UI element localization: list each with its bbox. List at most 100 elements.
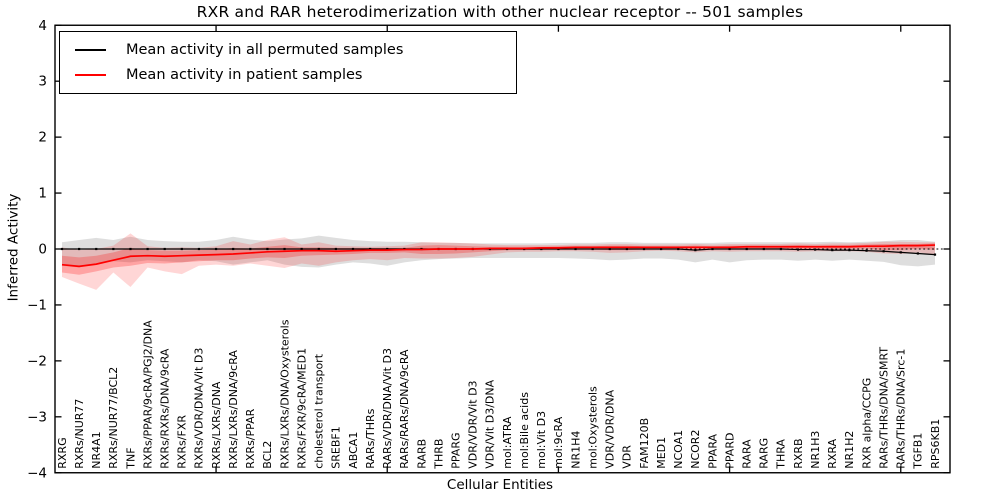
data-point-marker	[865, 249, 868, 252]
x-category-label: mol:ATRA	[501, 416, 514, 469]
legend-item-patient: Mean activity in patient samples	[60, 67, 516, 83]
x-category-label: mol:9cRA	[552, 416, 565, 468]
data-point-marker	[232, 247, 235, 251]
data-point-marker	[163, 247, 166, 251]
data-point-marker	[831, 249, 834, 252]
data-point-marker	[779, 247, 783, 251]
x-category-label: NR1H3	[809, 431, 822, 469]
x-category-label: mol:Bile acids	[518, 392, 531, 469]
x-category-label: RARs/THRs/DNA/SMRT	[877, 347, 890, 469]
x-category-label: RXRA	[826, 438, 839, 468]
x-category-label: PPARG	[450, 432, 463, 468]
y-tick-label: 3	[38, 74, 47, 90]
x-category-label: RXR alpha/CCPG	[860, 378, 873, 469]
data-point-marker	[180, 247, 183, 251]
data-point-marker	[249, 247, 252, 251]
x-category-label: TNF	[124, 447, 137, 469]
x-category-label: TGFB1	[912, 433, 925, 470]
patient-mean-line	[61, 244, 936, 268]
x-category-label: mol:Oxysterols	[586, 386, 599, 469]
data-point-marker	[916, 252, 919, 255]
x-category-label: PPARA	[706, 433, 719, 468]
data-point-marker	[642, 247, 646, 251]
data-point-marker	[214, 247, 218, 251]
y-tick-label: −4	[27, 465, 47, 481]
data-point-marker	[796, 248, 800, 251]
data-point-marker	[540, 247, 543, 251]
data-point-marker	[266, 247, 269, 251]
x-category-label: cholesterol transport	[313, 353, 326, 468]
chart-title: RXR and RAR heterodimerization with othe…	[196, 3, 804, 21]
x-category-label: RARA	[741, 439, 754, 469]
legend-line-swatch-black	[75, 48, 106, 51]
data-point-marker	[677, 247, 680, 251]
x-category-label: RXRs/NUR77	[73, 399, 86, 469]
x-category-label: RXRs/LXRs/DNA/Oxysterols	[278, 319, 291, 468]
data-point-marker	[317, 247, 320, 251]
data-point-marker	[78, 247, 81, 251]
x-category-label: RXRG	[56, 437, 69, 468]
x-category-label: RPS6KB1	[929, 419, 942, 469]
x-category-label: RARB	[415, 439, 428, 469]
data-point-marker	[386, 247, 389, 251]
data-point-marker	[574, 247, 577, 251]
x-category-label: VDR	[621, 445, 634, 469]
x-category-label: RXRs/LXRs/DNA	[210, 381, 223, 469]
data-point-marker	[745, 247, 748, 251]
x-category-label: RARs/RARs/DNA/9cRA	[398, 349, 411, 469]
x-category-label: NCOR2	[689, 430, 702, 469]
y-tick-label: −1	[27, 297, 47, 313]
data-point-marker	[300, 247, 303, 251]
x-category-label: THRB	[432, 439, 445, 470]
x-category-label: NR1H2	[843, 431, 856, 469]
data-point-marker	[146, 247, 149, 251]
x-category-label: VDR/VDR/DNA	[604, 389, 617, 468]
y-tick-label: 1	[38, 186, 47, 202]
x-category-label: NR1H4	[569, 431, 582, 469]
x-category-label: VDR/VDR/Vit D3	[467, 380, 480, 468]
legend: Mean activity in all permuted samples Me…	[59, 31, 517, 94]
data-point-marker	[625, 247, 628, 251]
data-point-marker	[557, 247, 560, 251]
x-category-label: RXRs/RXRs/DNA/9cRA	[159, 348, 172, 469]
permuted-range-band	[62, 235, 935, 268]
legend-label: Mean activity in all permuted samples	[126, 41, 404, 58]
data-point-marker	[369, 247, 372, 251]
data-point-marker	[129, 247, 132, 251]
data-point-marker	[608, 247, 611, 251]
data-point-marker	[933, 253, 937, 256]
y-tick-label: −3	[27, 409, 47, 425]
data-point-marker	[660, 247, 663, 251]
x-category-label: RXRs/PPAR/9cRA/PGJ2/DNA	[141, 320, 154, 469]
x-category-label: PPARD	[723, 433, 736, 469]
y-tick-label: 4	[38, 18, 47, 34]
data-point-marker	[728, 247, 731, 251]
x-category-label: SREBF1	[330, 426, 343, 468]
y-tick-label: −2	[27, 353, 47, 369]
x-category-label: ABCA1	[347, 432, 360, 469]
data-point-marker	[283, 247, 286, 251]
data-point-marker	[899, 251, 902, 254]
y-tick-label: 2	[38, 130, 47, 146]
x-category-label: RXRs/NUR77/BCL2	[107, 367, 120, 469]
data-point-marker	[814, 248, 817, 251]
x-category-label: RXRs/LXRs/DNA/9cRA	[227, 350, 240, 469]
x-category-label: RXRs/VDR/DNA/Vit D3	[193, 348, 206, 469]
x-category-label: VDR/Vit D3/DNA	[484, 379, 497, 468]
data-point-marker	[197, 247, 201, 251]
x-axis-label: Cellular Entities	[446, 477, 554, 493]
data-point-marker	[60, 247, 64, 251]
data-point-marker	[334, 247, 337, 251]
data-point-marker	[351, 247, 355, 251]
legend-label: Mean activity in patient samples	[126, 67, 363, 84]
x-category-label: THRA	[775, 439, 788, 470]
x-category-label: MED1	[655, 437, 668, 469]
data-point-marker	[694, 249, 697, 252]
x-category-label: mol:Vit D3	[535, 411, 548, 469]
x-category-label: RXRB	[792, 438, 805, 468]
y-tick-label: 0	[38, 242, 47, 258]
x-category-label: RXRs/FXR/9cRA/MED1	[295, 348, 308, 469]
x-category-label: RARs/THRs	[364, 408, 377, 468]
